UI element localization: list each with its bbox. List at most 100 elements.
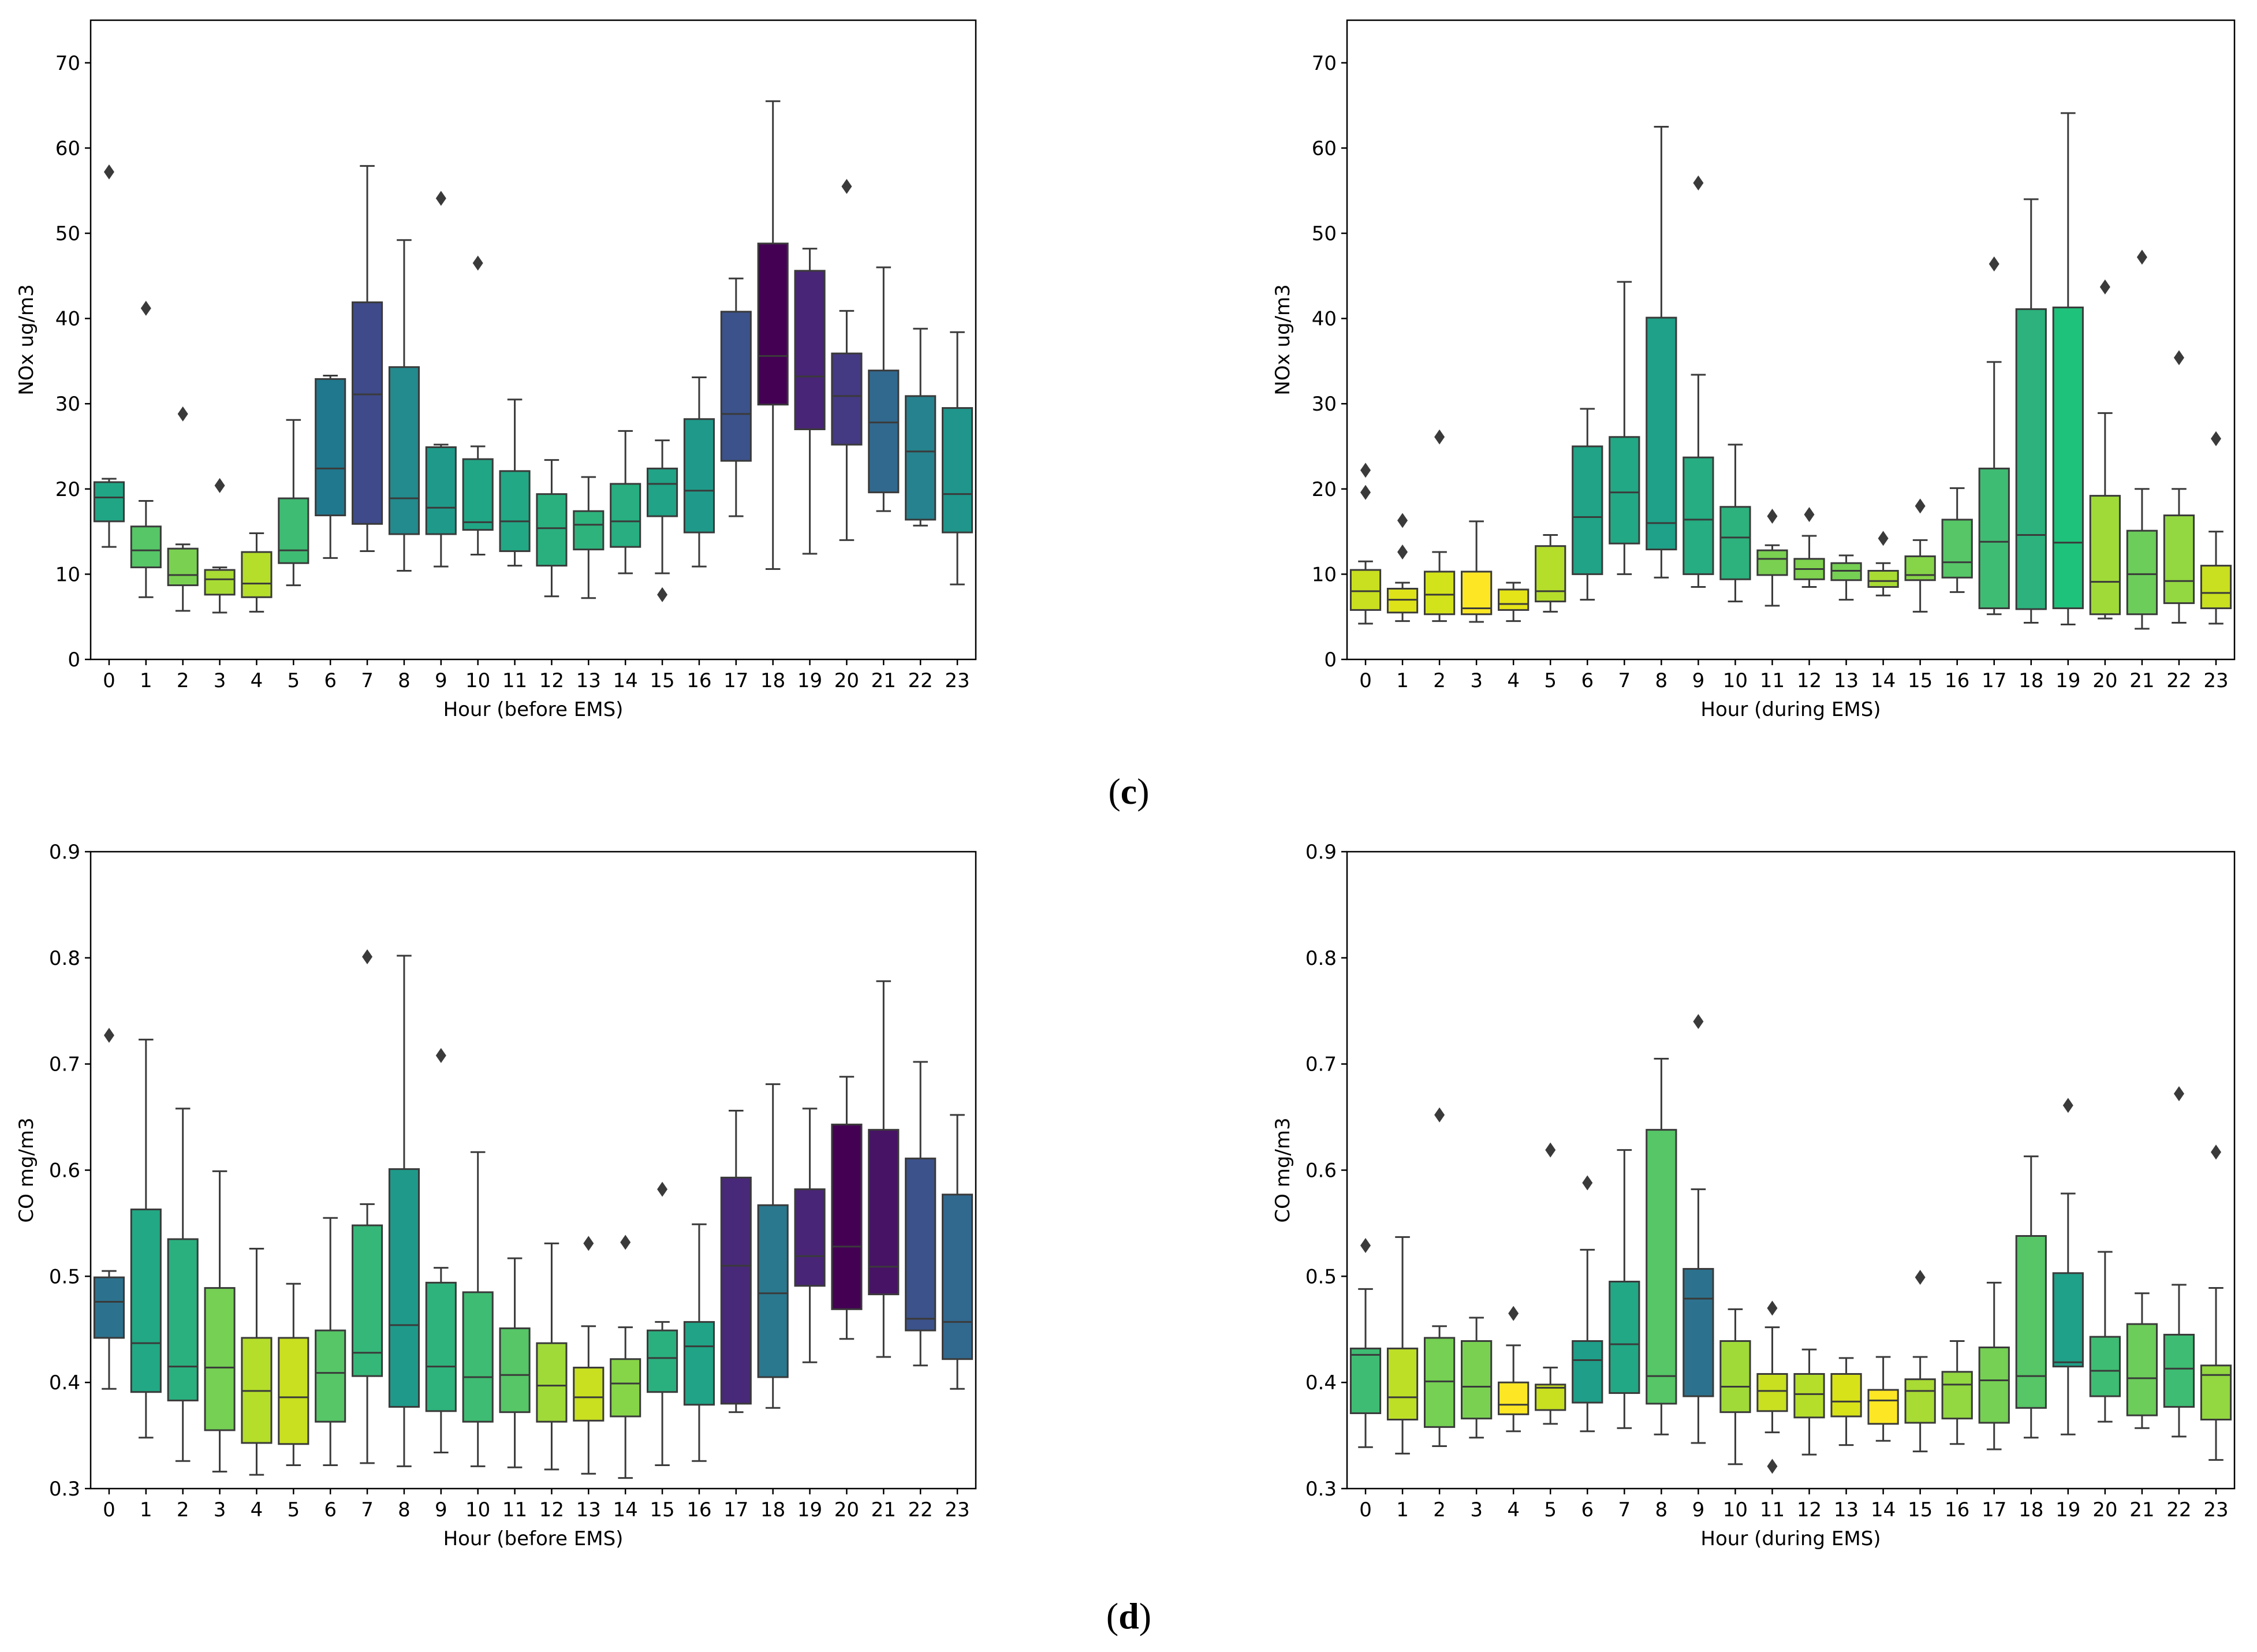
box-hour-10 [1719,1308,1751,1465]
box-hour-13 [573,476,605,599]
x-tick-label: 1 [1396,1498,1409,1522]
box-iqr [204,569,236,596]
y-tick-label: 0.5 [1305,1265,1337,1288]
x-tick-label: 16 [687,669,711,692]
y-tick-label: 30 [55,393,80,416]
box-iqr [1978,1347,2010,1424]
outlier-point [657,1181,668,1197]
x-tick-label: 19 [797,1498,822,1522]
x-tick-label: 13 [1834,1498,1859,1522]
x-tick-label: 9 [1692,1498,1705,1522]
x-tick-label: 12 [1797,669,1822,692]
box-hour-1 [1386,1236,1419,1455]
outlier-point [1397,513,1408,528]
box-hour-8 [1646,1057,1677,1435]
y-tick-label: 60 [55,137,80,160]
outlier-point [1360,1238,1371,1254]
x-tick-label: 23 [945,1498,969,1522]
box-hour-23 [942,1114,973,1390]
x-tick-label: 22 [2166,669,2191,692]
box-hour-13 [1830,1357,1862,1446]
box-hour-10 [1719,443,1751,603]
chart-co-before-ems: 0.30.40.50.60.70.80.90 1 2 3 4 5 6 7 8 9 10 11 12 13 1… [15,841,977,1550]
box-hour-16 [683,1223,715,1462]
outlier-point [1582,1175,1593,1191]
x-tick-label: 6 [1581,669,1594,692]
outlier-point [1545,1142,1556,1158]
box-hour-3 [204,1170,236,1473]
box-hour-15 [1904,1270,1936,1453]
outlier-point [1508,1306,1519,1321]
outlier-point [2210,431,2221,446]
box-hour-15 [1904,498,1936,613]
x-tick-label: 4 [251,669,263,692]
y-axis-label: CO mg/m3 [1271,1117,1294,1222]
outlier-point [2173,350,2184,366]
x-tick-label: 14 [613,1498,638,1522]
box-iqr [499,1327,531,1414]
box-iqr [720,311,752,462]
y-tick-label: 70 [55,52,80,75]
x-tick-label: 1 [140,1498,152,1522]
x-tick-label: 15 [650,1498,674,1522]
outlier-point [583,1236,594,1251]
y-axis-label: CO mg/m3 [15,1117,38,1222]
box-iqr [130,525,162,569]
box-iqr [683,1321,715,1406]
box-iqr [1683,1267,1714,1397]
box-iqr [93,1276,125,1339]
box-iqr [1349,569,1382,611]
x-tick-label: 9 [1692,669,1705,692]
box-iqr [573,1366,605,1422]
x-tick-label: 21 [871,1498,896,1522]
box-iqr [1830,1373,1862,1418]
x-tick-label: 10 [1723,669,1748,692]
box-hour-5 [278,419,309,587]
x-tick-label: 13 [1834,669,1859,692]
outlier-point [1989,256,1999,272]
box-hour-19 [794,1107,826,1363]
x-tick-label: 18 [2019,669,2043,692]
y-tick-label: 0.4 [49,1371,80,1394]
x-tick-label: 14 [1871,1498,1896,1522]
box-hour-16 [1941,1340,1973,1445]
y-tick-label: 20 [55,478,80,501]
x-tick-label: 19 [2055,669,2080,692]
box-iqr [1978,467,2010,609]
x-tick-label: 21 [2129,1498,2154,1522]
box-iqr [1609,436,1640,545]
y-tick-label: 0.3 [1305,1478,1337,1501]
box-hour-3 [1461,520,1493,623]
box-hour-11 [499,398,531,567]
box-iqr [720,1176,752,1405]
box-hour-21 [2126,249,2158,630]
y-tick-label: 0.9 [1305,841,1337,864]
box-hour-3 [1461,1317,1493,1439]
box-hour-19 [2052,1098,2084,1435]
box-hour-13 [573,1236,605,1475]
box-hour-21 [2126,1292,2158,1429]
y-tick-label: 0 [1324,648,1337,672]
box-iqr [1498,1381,1529,1415]
x-tick-label: 4 [1507,669,1520,692]
x-tick-label: 3 [214,669,226,692]
x-tick-label: 0 [103,669,115,692]
x-tick-label: 1 [140,669,152,692]
box-iqr [204,1287,236,1431]
box-iqr [573,510,605,551]
box-iqr [1941,519,1973,579]
box-iqr [462,1291,494,1423]
outlier-point [1434,1107,1445,1123]
x-tick-label: 5 [1544,669,1557,692]
outlier-point [1878,531,1889,546]
box-iqr [1904,555,1936,581]
outlier-point [103,1028,114,1043]
outlier-point [1767,1459,1778,1474]
box-iqr [2052,1272,2084,1368]
x-tick-label: 10 [1723,1498,1748,1522]
outlier-point [2210,1144,2221,1160]
x-tick-label: 16 [1945,669,1969,692]
y-tick-label: 40 [1312,308,1337,331]
box-iqr [278,497,309,564]
